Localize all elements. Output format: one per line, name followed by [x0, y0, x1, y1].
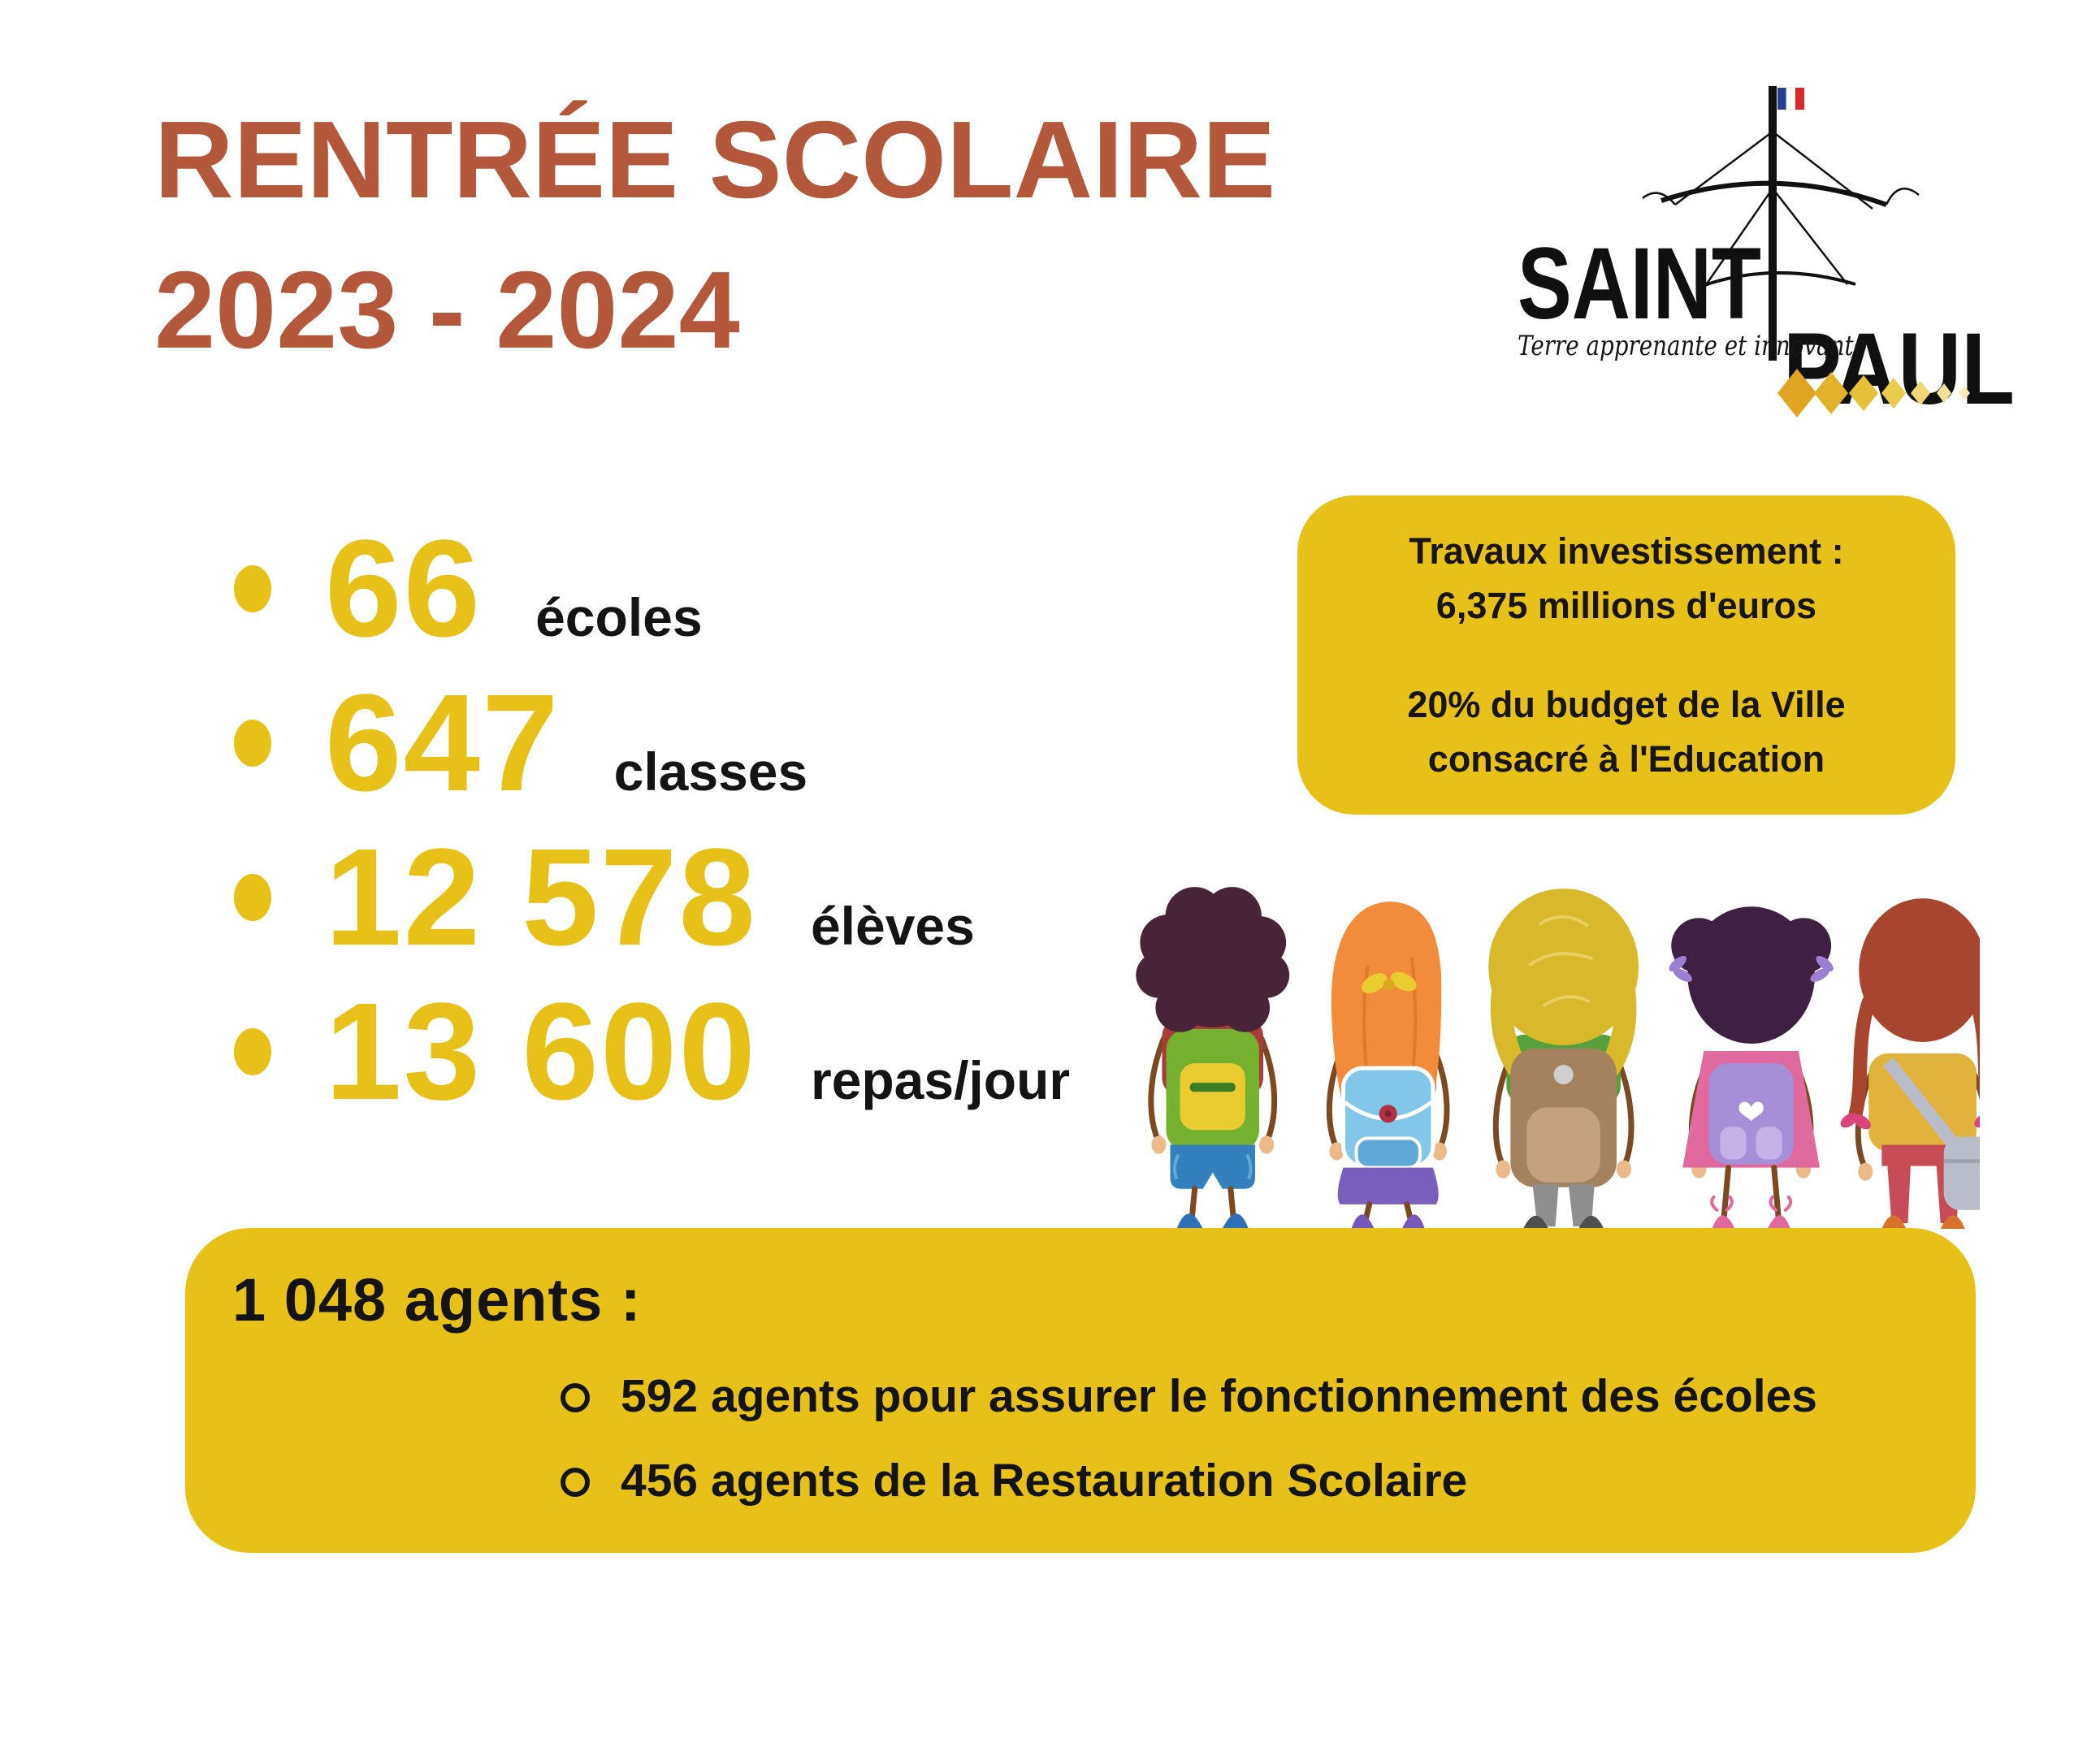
investment-line2: 6,375 millions d'euros: [1435, 585, 1817, 626]
stat-value-classes: 647: [325, 666, 561, 820]
investment-budget-share: 20% du budget de la Ville consacré à l'E…: [1407, 677, 1845, 787]
french-flag-icon: [1777, 87, 1804, 110]
list-item: 592 agents pour assurer le fonctionnemen…: [557, 1362, 1857, 1432]
bullet-dot-icon: [234, 720, 271, 767]
bullet-dot-icon: [234, 1028, 271, 1075]
agent-item-text: 456 agents de la Restauration Scolaire: [621, 1454, 1468, 1507]
child-brown-backpack: [1488, 889, 1639, 1230]
stat-value-ecoles: 66: [325, 512, 483, 666]
investment-line1: Travaux investissement :: [1409, 530, 1844, 572]
child-shoulder-bag: [1840, 898, 1980, 1229]
investment-amount: Travaux investissement : 6,375 millions …: [1409, 524, 1843, 634]
page-title-line2: 2023 - 2024: [154, 248, 740, 371]
agents-list: 592 agents pour assurer le fonctionnemen…: [557, 1362, 1927, 1516]
logo-diamond-dots: [1777, 369, 1970, 417]
agents-box: 1 048 agents : 592 agents pour assurer l…: [185, 1228, 1976, 1553]
stat-row-eleves: 12 578 élèves: [234, 828, 1070, 966]
circle-bullet-icon: [561, 1467, 590, 1497]
stat-row-classes: 647 classes: [234, 674, 1070, 812]
child-blue-backpack: [1326, 902, 1450, 1229]
bullet-dot-icon: [234, 565, 271, 612]
saint-paul-logo: SAINT PAUL Terre apprenante et innovante: [1518, 86, 2015, 424]
stat-label-eleves: élèves: [810, 896, 975, 956]
stats-list: 66 écoles 647 classes 12 578 élèves 13 6…: [234, 520, 1070, 1121]
children-illustration: [1136, 887, 1980, 1230]
logo-tagline: Terre apprenante et innovante: [1518, 330, 1867, 362]
logo-word-paul: PAUL: [1783, 313, 2015, 424]
investment-line3: 20% du budget de la Ville: [1407, 683, 1846, 725]
ship-mast-icon: [1642, 86, 1920, 361]
page-title: RENTRÉE SCOLAIRE 2023 - 2024: [154, 85, 1275, 386]
stat-label-repas: repas/jour: [810, 1050, 1071, 1110]
stat-row-repas: 13 600 repas/jour: [234, 983, 1070, 1121]
stat-value-repas: 13 600: [325, 975, 757, 1129]
circle-bullet-icon: [561, 1383, 590, 1412]
stat-label-ecoles: écoles: [535, 587, 703, 647]
investment-line4: consacré à l'Education: [1427, 738, 1825, 780]
logo-word-saint: SAINT: [1518, 227, 1761, 340]
investment-box: Travaux investissement : 6,375 millions …: [1297, 495, 1955, 815]
child-purple-backpack: [1669, 906, 1834, 1229]
stat-value-eleves: 12 578: [325, 820, 757, 975]
agent-item-text: 592 agents pour assurer le fonctionnemen…: [621, 1370, 1817, 1422]
stat-label-classes: classes: [613, 742, 808, 802]
stat-row-ecoles: 66 écoles: [234, 520, 1070, 658]
agents-box-title: 1 048 agents :: [232, 1266, 642, 1334]
child-green-backpack: [1136, 887, 1290, 1229]
bullet-dot-icon: [234, 874, 271, 921]
list-item: 456 agents de la Restauration Scolaire: [557, 1446, 1857, 1516]
page-title-line1: RENTRÉE SCOLAIRE: [154, 98, 1276, 221]
